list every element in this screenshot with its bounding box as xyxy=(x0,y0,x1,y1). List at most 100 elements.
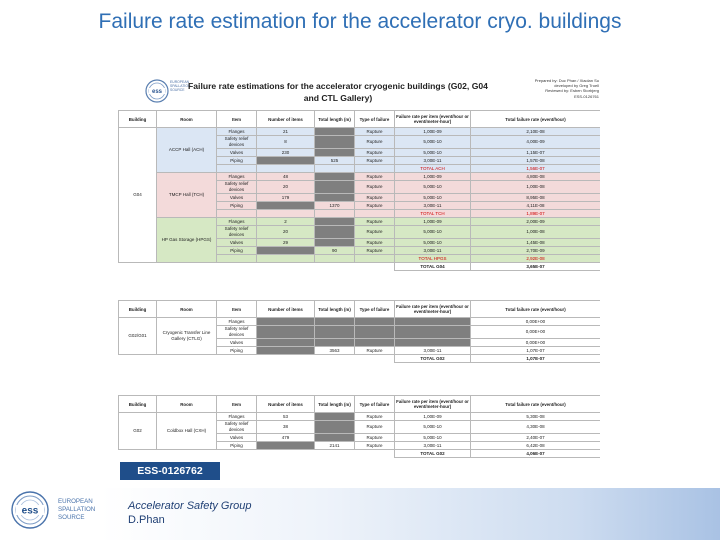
item-cell: Valves xyxy=(216,433,257,442)
blank-cell xyxy=(216,209,257,218)
total-rate-cell: 4,80E-08 xyxy=(470,172,600,181)
subtotal-label: TOTAL TCH xyxy=(394,209,471,218)
total-rate-cell: 0,00E+00 xyxy=(470,338,600,347)
total-rate-cell: 2,40E-07 xyxy=(470,433,600,442)
length-cell xyxy=(314,225,355,239)
header-item: Item xyxy=(216,395,257,413)
length-cell xyxy=(314,135,355,149)
num-items-cell: 20 xyxy=(256,225,315,239)
subtotal-label: TOTAL ACH xyxy=(394,164,471,173)
table-header: Building Room Item Number of items Total… xyxy=(118,395,600,413)
length-cell xyxy=(314,217,355,226)
item-cell: Flanges xyxy=(216,127,257,136)
rate-cell: 3,00E-11 xyxy=(394,201,471,210)
total-rate-cell: 1,00E-08 xyxy=(470,225,600,239)
failure-type-cell: Rupture xyxy=(354,127,395,136)
length-cell: 90 xyxy=(314,246,355,255)
ess-footer-logo: ess EUROPEAN SPALLATION SOURCE xyxy=(8,488,118,532)
item-cell: Piping xyxy=(216,246,257,255)
building-cell: G02/G01 xyxy=(118,317,157,355)
total-rate-cell: 5,30E-08 xyxy=(470,412,600,421)
room-cell: Cryogenic Transfer Line Gallery (CTLG) xyxy=(156,317,217,355)
failure-type-cell: Rupture xyxy=(354,225,395,239)
length-cell: 2141 xyxy=(314,441,355,450)
total-row: TOTAL G04 3,65E-07 xyxy=(119,262,600,271)
blank-cell xyxy=(256,164,315,173)
total-label: TOTAL G02 xyxy=(394,449,471,458)
building-cell: G04 xyxy=(118,127,157,263)
blank-cell xyxy=(256,254,315,263)
total-rate-cell: 4,00E-09 xyxy=(470,135,600,149)
table-header: Building Room Item Number of items Total… xyxy=(118,110,600,128)
num-items-cell: 2 xyxy=(256,217,315,226)
blank-cell xyxy=(314,254,355,263)
table-row: G02 Coldbox Hall (CXH) Flanges 53 Rupture 1,0… xyxy=(118,412,600,450)
item-cell: Valves xyxy=(216,338,257,347)
item-cell: Safety relief devices xyxy=(216,180,257,194)
table-row: TMCP Hall (TCH) Flanges 48 Rupture 1,00E-09 4… xyxy=(119,172,600,218)
svg-text:ess: ess xyxy=(152,89,163,95)
table-header: Building Room Item Number of items Total… xyxy=(118,300,600,318)
total-rate-cell: 0,00E+00 xyxy=(470,317,600,326)
length-cell xyxy=(314,172,355,181)
failure-type-cell xyxy=(354,317,395,326)
sheet-logo-text: EUROPEAN SPALLATION SOURCE xyxy=(170,80,191,92)
header-item: Item xyxy=(216,300,257,318)
blank-cell xyxy=(314,209,355,218)
rate-cell xyxy=(394,338,471,347)
item-cell: Flanges xyxy=(216,172,257,181)
footer-group-name: Accelerator Safety Group xyxy=(128,500,252,512)
failure-type-cell: Rupture xyxy=(354,346,395,355)
table-row: Valves 0,00E+00 xyxy=(119,338,600,347)
header-room: Room xyxy=(156,110,217,128)
total-rate-cell: 1,57E-08 xyxy=(470,156,600,165)
total-rate-cell: 6,42E-08 xyxy=(470,441,600,450)
subtotal-row: TOTAL ACH 1,56E-07 xyxy=(119,164,600,173)
header-total-length: Total length (m) xyxy=(314,395,355,413)
table-row: G02/G01 Cryogenic Transfer Line Gallery (… xyxy=(118,317,600,355)
rate-cell: 5,00E-10 xyxy=(394,180,471,194)
failure-type-cell: Rupture xyxy=(354,420,395,434)
table-row: Valves 479 Rupture 5,00E-10 2,40E-07 xyxy=(119,433,600,442)
total-value: 3,65E-07 xyxy=(470,262,600,271)
failure-type-cell: Rupture xyxy=(354,433,395,442)
table-row: Safety relief devices 20 Rupture 5,00E-10 1,… xyxy=(119,225,600,239)
prepared-by-block: Prepared by: Duc Phan / Xiaolan Su develo… xyxy=(534,78,599,99)
rate-cell: 3,00E-11 xyxy=(394,156,471,165)
blank-cell xyxy=(216,164,257,173)
length-cell xyxy=(314,420,355,434)
header-total-rate: Total failure rate (event/hour) xyxy=(470,110,600,128)
length-cell xyxy=(314,180,355,194)
failure-type-cell: Rupture xyxy=(354,238,395,247)
rate-cell: 3,00E-11 xyxy=(394,346,471,355)
rate-cell: 1,00E-09 xyxy=(394,217,471,226)
room-cell: Coldbox Hall (CXH) xyxy=(156,412,217,450)
item-cell: Valves xyxy=(216,193,257,202)
failure-type-cell xyxy=(354,325,395,339)
num-items-cell xyxy=(256,338,315,347)
num-items-cell xyxy=(256,246,315,255)
total-rate-cell: 1,15E-07 xyxy=(470,148,600,157)
total-row: TOTAL G02 4,06E-07 xyxy=(119,449,600,458)
table-g02-g01: Building Room Item Number of items Total… xyxy=(118,300,600,363)
header-type-failure: Type of failure xyxy=(354,300,395,318)
total-rate-cell: 2,70E-09 xyxy=(470,246,600,255)
item-cell: Valves xyxy=(216,148,257,157)
num-items-cell: 179 xyxy=(256,193,315,202)
item-cell: Piping xyxy=(216,201,257,210)
num-items-cell: 8 xyxy=(256,135,315,149)
length-cell xyxy=(314,127,355,136)
header-item: Item xyxy=(216,110,257,128)
subtotal-value: 2,92E-08 xyxy=(470,254,600,263)
num-items-cell xyxy=(256,156,315,165)
table-row: Valves 179 Rupture 5,00E-10 8,95E-08 xyxy=(119,193,600,202)
rate-cell: 5,00E-10 xyxy=(394,135,471,149)
failure-type-cell: Rupture xyxy=(354,201,395,210)
table-row: Safety relief devices 20 Rupture 5,00E-10 1,… xyxy=(119,180,600,194)
length-cell xyxy=(314,148,355,157)
item-cell: Piping xyxy=(216,441,257,450)
item-cell: Safety relief devices xyxy=(216,225,257,239)
item-cell: Piping xyxy=(216,156,257,165)
header-room: Room xyxy=(156,300,217,318)
table-row: Piping 90 Rupture 3,00E-11 2,70E-09 xyxy=(119,246,600,255)
